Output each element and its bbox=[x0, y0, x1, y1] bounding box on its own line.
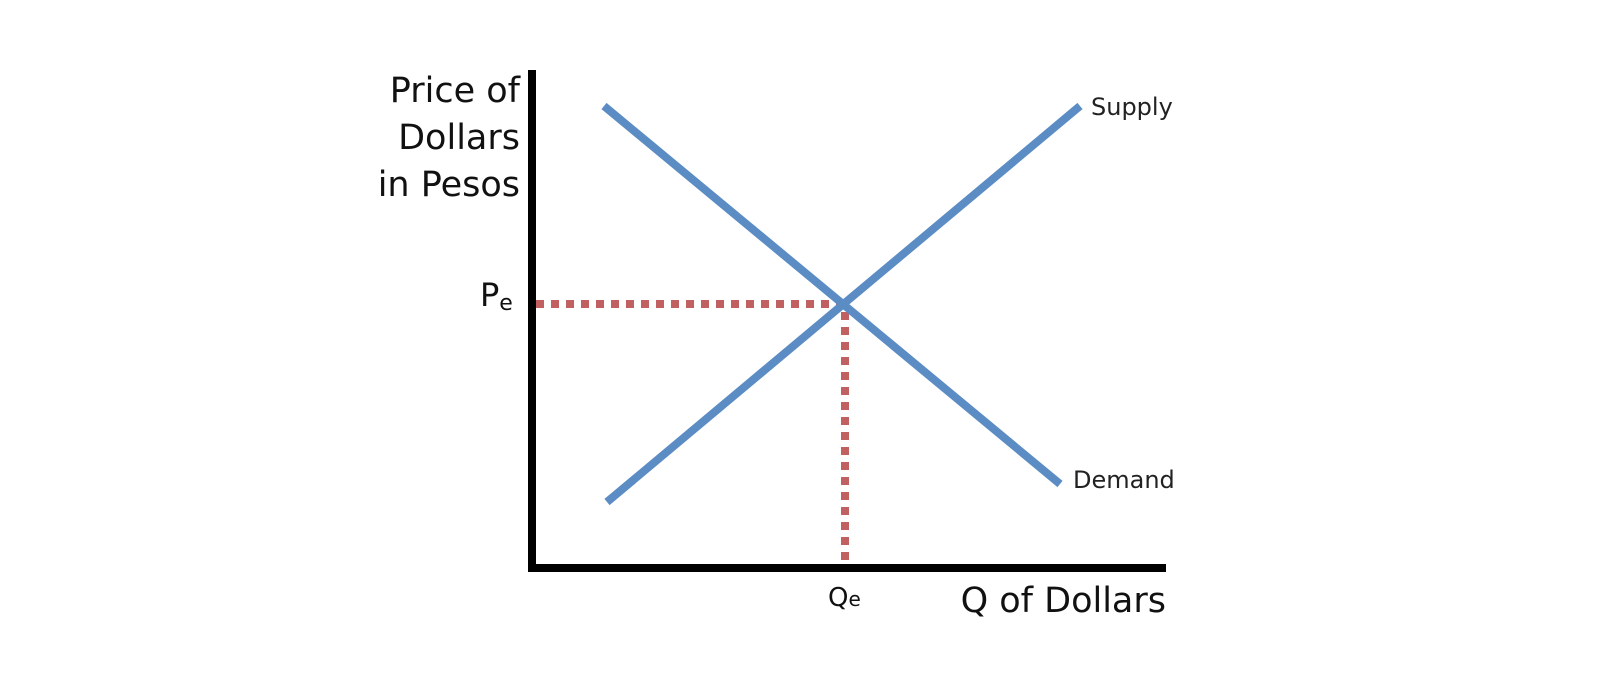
equilibrium-quantity-label: Qe bbox=[828, 583, 861, 613]
equilibrium-price-label-subscript: e bbox=[499, 291, 513, 316]
equilibrium-price-label-main: P bbox=[480, 276, 499, 314]
equilibrium-price-label: Pe bbox=[480, 276, 513, 316]
y-axis-title-line-1: Price of bbox=[390, 71, 521, 111]
equilibrium-quantity-label-subscript: e bbox=[848, 587, 860, 611]
supply-label: Supply bbox=[1091, 93, 1173, 121]
demand-label: Demand bbox=[1073, 466, 1175, 494]
supply-curve bbox=[604, 102, 1083, 506]
equilibrium-quantity-label-main: Q bbox=[828, 583, 848, 613]
x-axis-title: Q of Dollars bbox=[961, 581, 1166, 621]
y-axis-title-line-2: Dollars bbox=[398, 118, 520, 158]
demand-curve bbox=[601, 102, 1063, 488]
y-axis-title-line-3: in Pesos bbox=[378, 165, 520, 205]
